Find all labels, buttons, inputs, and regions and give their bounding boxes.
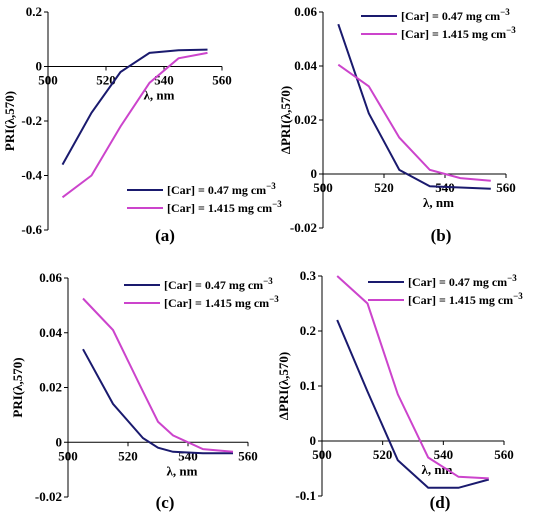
- y-tick-label: -0.2: [21, 113, 42, 128]
- x-axis-label: λ, nm: [144, 88, 175, 103]
- x-tick-label: 520: [374, 180, 394, 195]
- legend-entry-2: [Car] = 1.415 mg cm−3: [167, 199, 282, 215]
- x-tick-label: 560: [496, 180, 516, 195]
- series-line-2: [61, 51, 208, 199]
- x-tick-label: 540: [434, 447, 454, 462]
- x-tick-label: 520: [118, 448, 138, 463]
- legend-superscript: −3: [513, 291, 523, 301]
- y-tick-label: 0: [36, 59, 43, 74]
- legend-entry-2: [Car] = 1.415 mg cm−3: [408, 291, 523, 307]
- legend-entry-1: [Car] = 0.47 mg cm−3: [164, 276, 273, 292]
- y-tick-label: 0.02: [294, 112, 317, 127]
- panel-c: 0.06 0.04 0.02 0 -0.02 500 520 540 560 λ, nm PRI(λ…: [10, 270, 279, 512]
- y-tick-label: 0: [310, 433, 317, 448]
- panel-label: (c): [156, 493, 175, 512]
- legend-superscript: −3: [506, 25, 516, 35]
- legend-entry-2: [Car] = 1.415 mg cm−3: [164, 294, 279, 310]
- y-tick-label: 0.2: [26, 4, 42, 19]
- y-tick-label: 0.2: [300, 323, 316, 338]
- panel-d: 0.3 0.2 0.1 0 -0.1 500 520 540 560 λ, nm ΔPRI(λ,57…: [276, 268, 523, 512]
- y-tick-label: -0.1: [295, 488, 316, 503]
- y-tick-label: -0.02: [35, 489, 62, 504]
- y-tick-label: 0.1: [300, 378, 316, 393]
- series-line-2: [336, 275, 489, 480]
- panel-label: (d): [430, 493, 451, 512]
- legend-superscript: −3: [266, 181, 276, 191]
- x-tick-label: 540: [178, 448, 198, 463]
- y-tick-label: 0: [311, 166, 318, 181]
- legend-superscript: −3: [269, 294, 279, 304]
- x-tick-label: 560: [238, 448, 258, 463]
- legend-entry-2: [Car] = 1.415 mg cm−3: [401, 25, 516, 41]
- x-tick-label: 520: [373, 447, 393, 462]
- y-tick-label: -0.6: [21, 222, 42, 237]
- series-line-1: [61, 48, 208, 166]
- legend-superscript: −3: [272, 199, 282, 209]
- legend-entry-1: [Car] = 0.47 mg cm−3: [401, 7, 510, 23]
- y-tick-label: 0.02: [39, 380, 62, 395]
- x-tick-label: 540: [154, 73, 174, 88]
- x-tick-label: 560: [212, 73, 232, 88]
- series-line-1: [336, 319, 490, 489]
- y-tick-label: 0.04: [39, 325, 62, 340]
- panel-label: (b): [431, 226, 452, 245]
- x-tick-label: 500: [38, 73, 58, 88]
- y-tick-label: 0.06: [294, 4, 317, 19]
- x-tick-label: 500: [313, 180, 333, 195]
- panel-label: (a): [155, 226, 175, 245]
- y-tick-label: 0.06: [39, 270, 62, 285]
- y-axis-label: PRI(λ,570): [2, 91, 17, 151]
- legend-entry-1: [Car] = 0.47 mg cm−3: [167, 181, 276, 197]
- series-line-2: [82, 297, 234, 453]
- y-tick-label: -0.02: [290, 220, 317, 235]
- x-axis-label: λ, nm: [167, 463, 198, 478]
- y-tick-label: 0.3: [300, 268, 317, 283]
- y-axis-label: ΔPRI(λ,570): [276, 352, 291, 420]
- x-axis-label: λ, nm: [422, 462, 453, 477]
- legend-superscript: −3: [507, 273, 517, 283]
- legend-entry-1: [Car] = 0.47 mg cm−3: [408, 273, 517, 289]
- y-tick-label: -0.4: [21, 168, 42, 183]
- y-axis-label: PRI(λ,570): [10, 357, 25, 417]
- y-tick-label: 0.04: [294, 58, 317, 73]
- x-axis-label: λ, nm: [423, 195, 454, 210]
- legend-superscript: −3: [500, 7, 510, 17]
- x-tick-label: 500: [312, 447, 332, 462]
- series-line-1: [337, 23, 491, 190]
- x-tick-label: 520: [96, 73, 116, 88]
- x-tick-label: 500: [58, 448, 78, 463]
- legend-superscript: −3: [263, 276, 273, 286]
- series-line-2: [337, 63, 491, 182]
- y-axis-label: ΔPRI(λ,570): [278, 86, 293, 154]
- panel-a: 0.2 0 -0.2 -0.4 -0.6 500 520 540 560 λ, nm PRI(λ,5…: [2, 4, 282, 245]
- series-line-1: [82, 348, 233, 455]
- x-tick-label: 560: [494, 447, 514, 462]
- y-tick-label: 0: [56, 434, 63, 449]
